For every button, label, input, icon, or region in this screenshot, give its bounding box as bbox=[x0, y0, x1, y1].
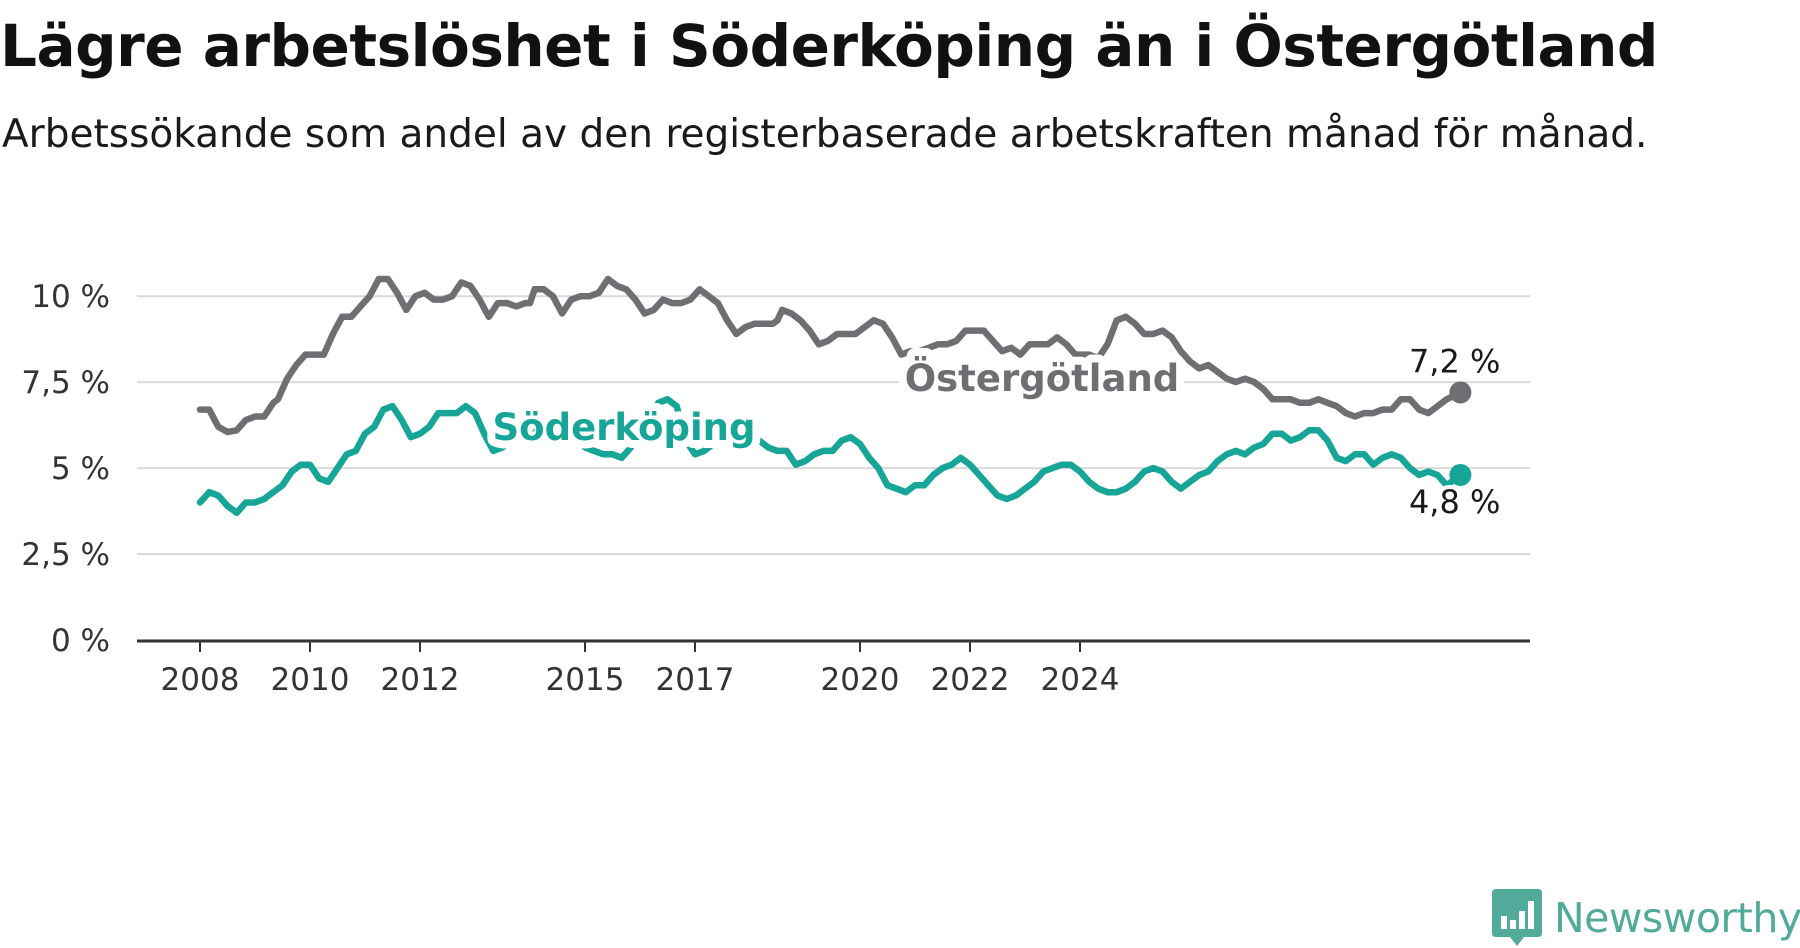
newsworthy-logo-icon bbox=[1492, 889, 1542, 946]
x-tick-label: 2020 bbox=[821, 662, 900, 698]
series-label-ostergotland: Östergötland bbox=[905, 356, 1180, 400]
end-point-ostergotland bbox=[1449, 381, 1472, 404]
series-label-soderkoping: Söderköping bbox=[493, 406, 756, 449]
x-tick-label: 2024 bbox=[1041, 662, 1120, 698]
end-label-ostergotland: 7,2 % bbox=[1409, 342, 1500, 380]
end-label-soderkoping: 4,8 % bbox=[1409, 483, 1500, 521]
x-tick-label: 2022 bbox=[931, 662, 1010, 698]
chart-title: Lägre arbetslöshet i Söderköping än i Ös… bbox=[0, 12, 1658, 80]
chart-subtitle: Arbetssökande som andel av den registerb… bbox=[2, 112, 1648, 157]
y-axis-ticks: 0 % 2,5 % 5 % 7,5 % 10 % bbox=[21, 279, 110, 659]
brand-name: Newsworthy bbox=[1554, 894, 1800, 942]
x-tick-label: 2010 bbox=[271, 662, 350, 698]
x-axis-ticks: 2008 2010 2012 2015 2017 2020 2022 2024 bbox=[161, 642, 1120, 698]
y-tick-label: 10 % bbox=[31, 279, 110, 315]
y-tick-label: 7,5 % bbox=[21, 365, 110, 401]
end-point-soderkoping bbox=[1449, 463, 1472, 486]
series-labels: Östergötland Söderköping 7,2 % 4,8 % bbox=[485, 338, 1505, 525]
x-tick-label: 2017 bbox=[656, 662, 735, 698]
series-lines bbox=[196, 275, 1472, 517]
y-tick-label: 2,5 % bbox=[21, 537, 110, 573]
x-tick-label: 2015 bbox=[546, 662, 625, 698]
brand-footer: Newsworthy bbox=[1492, 888, 1800, 948]
x-tick-label: 2012 bbox=[381, 662, 460, 698]
series-line-soderkoping bbox=[196, 396, 1464, 517]
series-line-ostergotland bbox=[196, 275, 1464, 436]
y-tick-label: 5 % bbox=[51, 451, 110, 487]
y-tick-label: 0 % bbox=[51, 623, 110, 659]
x-tick-label: 2008 bbox=[161, 662, 240, 698]
